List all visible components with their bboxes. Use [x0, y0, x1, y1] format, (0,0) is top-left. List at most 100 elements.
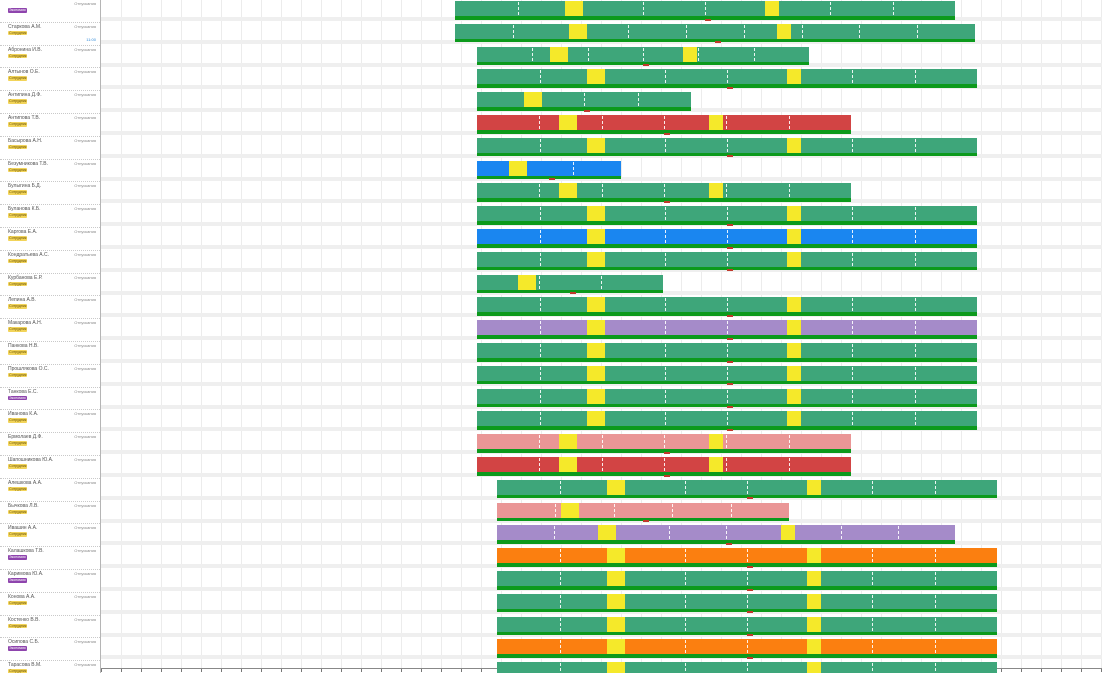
employee-row[interactable]: Тарасова В.М. Отпускания Сотрудник	[0, 661, 100, 673]
shift-bar[interactable]	[477, 411, 977, 427]
break-block[interactable]	[787, 69, 801, 85]
break-block[interactable]	[587, 206, 605, 222]
break-block[interactable]	[787, 320, 801, 336]
break-block[interactable]	[780, 525, 795, 541]
shift-bar[interactable]	[497, 639, 997, 655]
employee-row[interactable]: Каримова Ю.А. Отпускания Экономия	[0, 570, 100, 593]
break-block[interactable]	[807, 639, 821, 655]
break-block[interactable]	[682, 46, 697, 62]
shift-bar[interactable]	[477, 115, 851, 130]
break-block[interactable]	[607, 548, 625, 564]
break-block[interactable]	[708, 434, 723, 450]
break-block[interactable]	[559, 457, 578, 472]
employee-row[interactable]: Булыгина Б.Д. Отпускания Сотрудник	[0, 182, 100, 206]
break-block[interactable]	[708, 115, 723, 130]
employee-row[interactable]: Осипова С.Б. Отпускания Экономия	[0, 638, 100, 662]
break-block[interactable]	[777, 23, 792, 39]
shift-bar[interactable]	[497, 616, 997, 632]
break-block[interactable]	[787, 137, 801, 153]
break-block[interactable]	[569, 23, 588, 39]
shift-bar[interactable]	[477, 457, 851, 472]
employee-row[interactable]: Танкова Е.С. Отпускания Экономия	[0, 388, 100, 411]
employee-row[interactable]: Прошлякова О.С. Отпускания Сотрудник	[0, 365, 100, 388]
break-block[interactable]	[587, 411, 605, 427]
break-block[interactable]	[787, 343, 801, 358]
employee-row[interactable]: Иванова К.А. Отпускания Сотрудник	[0, 410, 100, 434]
employee-row[interactable]: Антипова Т.В. Отпускания Сотрудник	[0, 114, 100, 137]
break-block[interactable]	[561, 502, 580, 518]
break-block[interactable]	[807, 662, 821, 673]
break-block[interactable]	[587, 229, 605, 244]
shift-bar[interactable]	[477, 206, 977, 222]
shift-bar[interactable]	[477, 229, 977, 244]
shift-bar[interactable]	[497, 662, 997, 673]
break-block[interactable]	[787, 229, 801, 244]
employee-row[interactable]: Каргова Е.А. Отпускания Сотрудник	[0, 228, 100, 251]
break-block[interactable]	[559, 115, 578, 130]
break-block[interactable]	[550, 46, 569, 62]
shift-bar[interactable]	[477, 320, 977, 336]
shift-bar[interactable]	[477, 274, 663, 290]
shift-bar[interactable]	[497, 571, 997, 586]
shift-bar[interactable]	[477, 137, 977, 153]
break-block[interactable]	[607, 662, 625, 673]
break-block[interactable]	[787, 388, 801, 404]
shift-bar[interactable]	[477, 92, 691, 108]
break-block[interactable]	[765, 1, 779, 16]
shift-bar[interactable]	[497, 479, 997, 495]
break-block[interactable]	[708, 183, 723, 199]
shift-bar[interactable]	[477, 388, 977, 404]
break-block[interactable]	[587, 137, 605, 153]
employee-row[interactable]: Безумникова Т.В. Отпускания Сотрудник	[0, 160, 100, 183]
break-block[interactable]	[708, 457, 723, 472]
shift-bar[interactable]	[477, 434, 851, 450]
shift-bar[interactable]	[477, 251, 977, 267]
shift-bar[interactable]	[477, 343, 977, 358]
break-block[interactable]	[607, 593, 625, 609]
break-block[interactable]	[587, 388, 605, 404]
break-block[interactable]	[807, 593, 821, 609]
employee-row[interactable]: Алтынов О.Е. Отпускания Сотрудник	[0, 68, 100, 92]
employee-row[interactable]: Кондратьева А.С. Отпускания Сотрудник	[0, 251, 100, 274]
employee-row[interactable]: Калашкова Т.В. Отпускания Экономия	[0, 547, 100, 570]
break-block[interactable]	[508, 160, 527, 176]
shift-bar[interactable]	[497, 502, 789, 518]
break-block[interactable]	[607, 639, 625, 655]
shift-bar[interactable]	[477, 46, 809, 62]
break-block[interactable]	[597, 525, 616, 541]
break-block[interactable]	[807, 571, 821, 586]
break-block[interactable]	[807, 616, 821, 632]
shift-bar[interactable]	[497, 525, 955, 541]
employee-row[interactable]: Панкова Н.В. Отпускания Сотрудник	[0, 342, 100, 365]
break-block[interactable]	[607, 479, 625, 495]
employee-row[interactable]: Алешкова А.А. Отпускания Сотрудник	[0, 479, 100, 502]
employee-row[interactable]: Старкова А.М. Отпускания Сотрудник 11:00	[0, 23, 100, 46]
employee-row[interactable]: Абронина И.В. Отпускания Сотрудник	[0, 46, 100, 69]
shift-bar[interactable]	[455, 1, 955, 16]
shift-bar[interactable]	[477, 160, 621, 176]
break-block[interactable]	[607, 616, 625, 632]
employee-row[interactable]: Курбанова Е.Р. Отпускания Сотрудник	[0, 274, 100, 297]
break-block[interactable]	[787, 251, 801, 267]
break-block[interactable]	[587, 251, 605, 267]
employee-row[interactable]: Буланова К.Б. Отпускания Сотрудник	[0, 205, 100, 228]
break-block[interactable]	[559, 183, 578, 199]
shift-bar[interactable]	[477, 297, 977, 313]
shift-bar[interactable]	[497, 593, 997, 609]
break-block[interactable]	[587, 365, 605, 381]
shift-bar[interactable]	[477, 365, 977, 381]
employee-row[interactable]: Лепина А.В. Отпускания Сотрудник	[0, 296, 100, 320]
break-block[interactable]	[565, 1, 583, 16]
employee-row[interactable]: Басырова А.Н. Отпускания Сотрудник	[0, 137, 100, 160]
break-block[interactable]	[607, 571, 625, 586]
break-block[interactable]	[787, 365, 801, 381]
employee-row[interactable]: Ермолаев Д.Ф. Отпускания Сотрудник	[0, 433, 100, 456]
shift-bar[interactable]	[477, 69, 977, 85]
employee-row[interactable]: Макарова А.Н. Отпускания Сотрудник	[0, 319, 100, 342]
break-block[interactable]	[807, 479, 821, 495]
shift-bar[interactable]	[455, 23, 975, 39]
break-block[interactable]	[587, 297, 605, 313]
employee-row[interactable]: Ивашин А.А. Отпускания Сотрудник	[0, 524, 100, 548]
break-block[interactable]	[587, 69, 605, 85]
shift-bar[interactable]	[477, 183, 851, 199]
